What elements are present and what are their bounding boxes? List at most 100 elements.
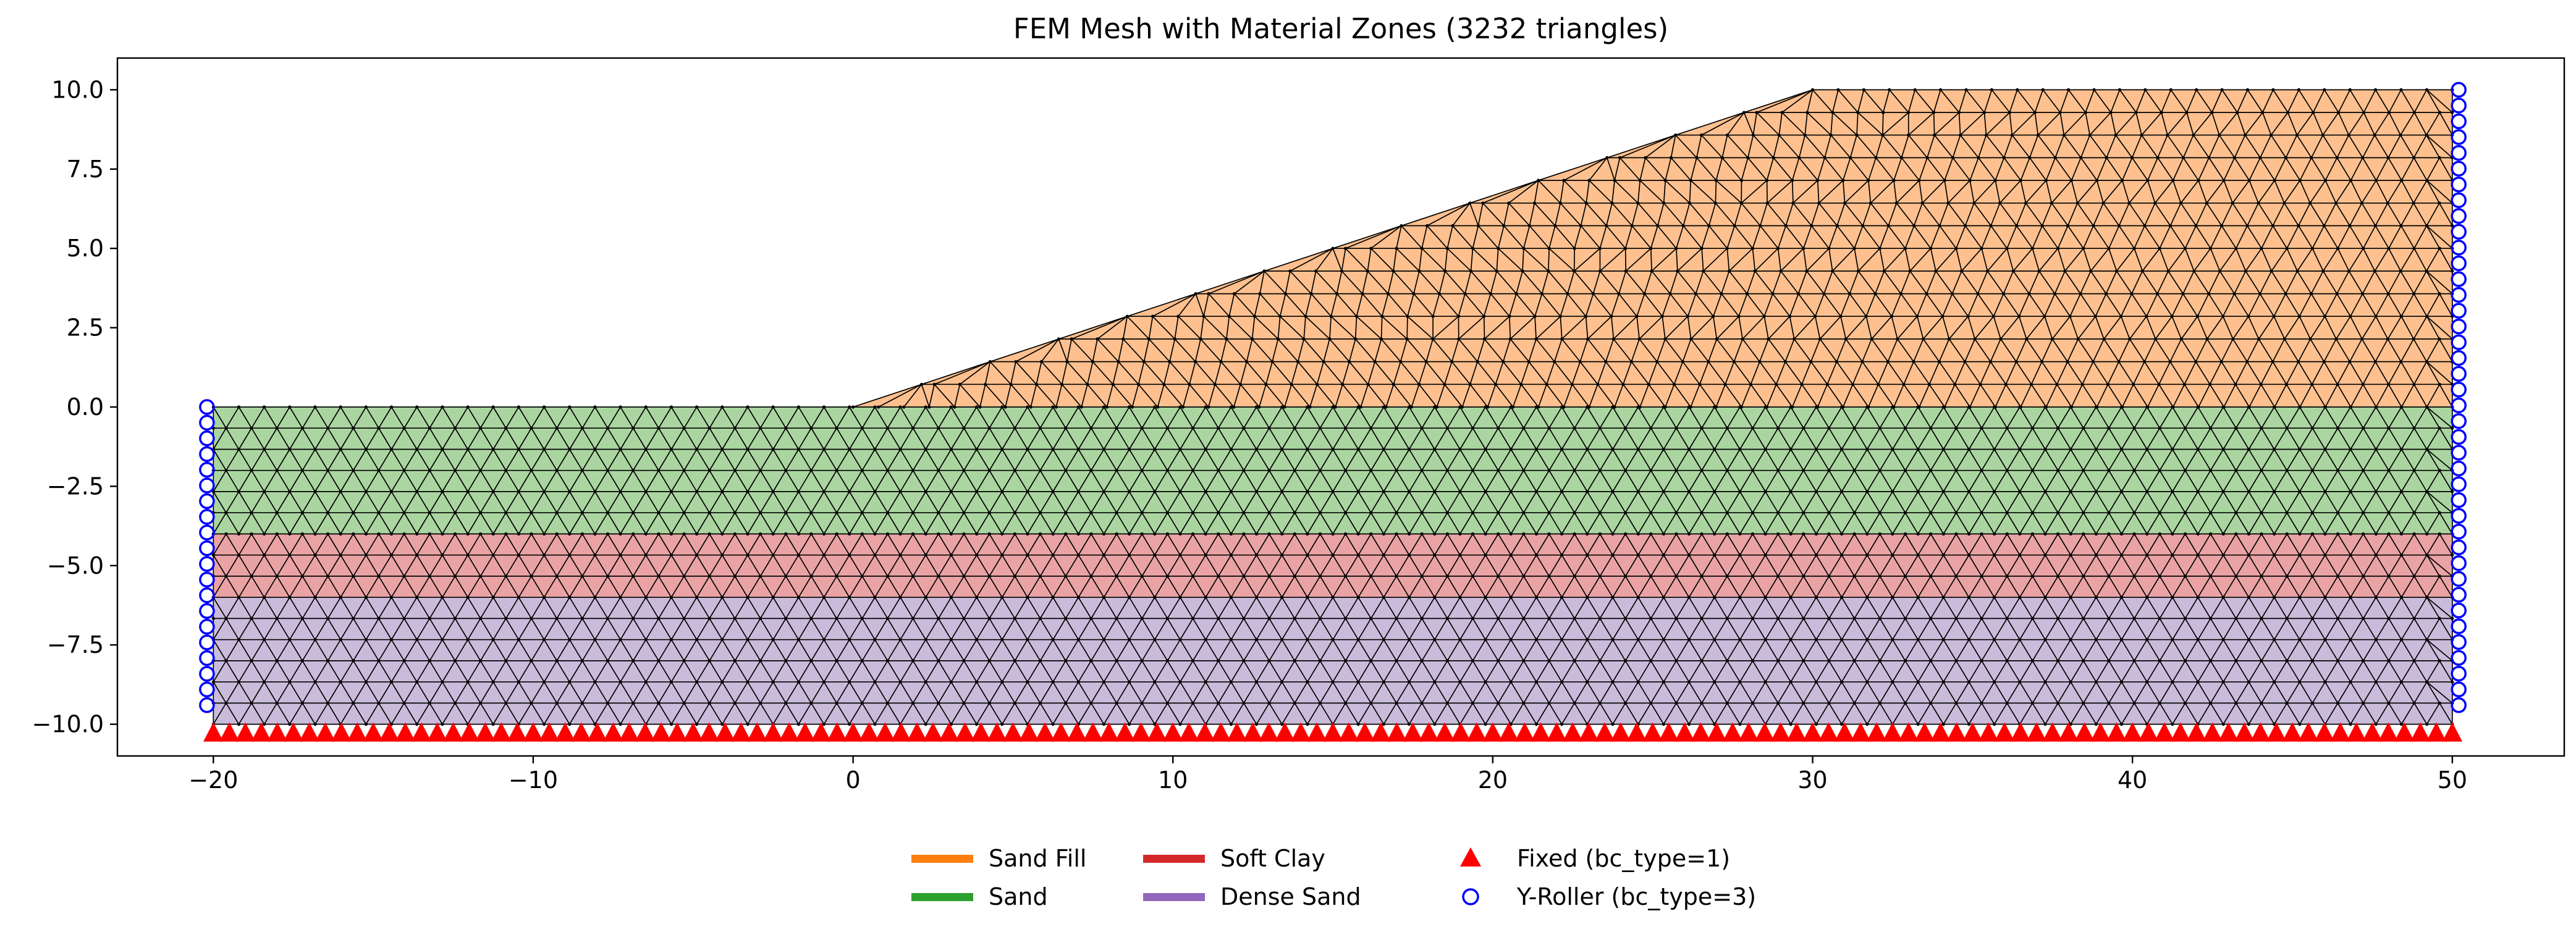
mesh-node (631, 574, 635, 578)
mesh-node (1308, 405, 1312, 409)
y-roller-marker (2451, 208, 2467, 224)
mesh-node (250, 469, 253, 472)
mesh-node (2145, 638, 2149, 642)
fixed-support-marker (1547, 722, 1567, 742)
fixed-support-marker (1147, 722, 1167, 742)
mesh-node (1990, 88, 1993, 91)
mesh-node (2114, 133, 2118, 137)
mesh-node (1989, 224, 1993, 228)
mesh-node (1560, 680, 1564, 684)
mesh-node (1674, 701, 1678, 705)
mesh-node (1598, 246, 1602, 250)
mesh-node (1156, 405, 1160, 409)
mesh-node (987, 616, 991, 621)
mesh-node (1445, 701, 1449, 705)
mesh-node (2219, 360, 2223, 364)
mesh-node (2209, 426, 2213, 430)
mesh-node (1057, 337, 1060, 341)
mesh-node (1732, 360, 1736, 364)
mesh-node (835, 511, 838, 514)
mesh-node (1356, 447, 1360, 451)
mesh-node (1165, 469, 1169, 472)
mesh-node (2425, 405, 2429, 409)
mesh-node (1929, 426, 1933, 430)
mesh-node (1862, 88, 1865, 91)
mesh-node (1674, 659, 1678, 663)
mesh-node (1573, 246, 1576, 250)
mesh-node (1064, 701, 1068, 705)
mesh-node (1916, 723, 1920, 726)
mesh-node (1254, 638, 1259, 642)
mesh-node (2107, 469, 2111, 472)
mesh-node (543, 638, 546, 642)
mesh-node (1458, 405, 1462, 409)
mesh-node (1547, 616, 1551, 621)
mesh-node (1587, 178, 1591, 182)
mesh-node (1471, 532, 1475, 536)
mesh-node (2143, 360, 2147, 364)
mesh-node (1802, 574, 1805, 578)
mesh-node (1476, 360, 1479, 364)
mesh-node (2119, 680, 2124, 684)
mesh-node (924, 680, 927, 684)
mesh-node (2145, 447, 2149, 451)
fixed-support-marker (1403, 722, 1423, 742)
mesh-node (885, 426, 890, 430)
mesh-node (1982, 111, 1987, 114)
mesh-node (1825, 382, 1829, 386)
mesh-node (364, 405, 368, 409)
mesh-node (1115, 616, 1118, 621)
mesh-node (2323, 314, 2327, 318)
mesh-node (1497, 469, 1500, 472)
mesh-nodes (211, 88, 2454, 726)
mesh-node (2082, 616, 2085, 621)
mesh-node (1867, 405, 1870, 409)
mesh-node (1051, 532, 1055, 536)
mesh-node (237, 405, 241, 409)
mesh-node (1649, 532, 1653, 536)
fixed-support-marker (1243, 722, 1263, 742)
mesh-node (987, 511, 991, 514)
mesh-node (326, 574, 330, 578)
mesh-node (962, 469, 966, 472)
mesh-node (288, 405, 292, 409)
mesh-node (415, 490, 419, 493)
mesh-node (250, 511, 253, 514)
mesh-node (1076, 595, 1080, 599)
mesh-node (491, 553, 495, 557)
mesh-node (1497, 574, 1500, 578)
mesh-node (2374, 532, 2378, 536)
legend-label: Soft Clay (1220, 845, 1325, 872)
mesh-node (2285, 469, 2289, 472)
mesh-node (2285, 701, 2289, 705)
mesh-node (835, 616, 838, 621)
mesh-node (568, 447, 572, 451)
mesh-node (1925, 156, 1929, 159)
mesh-node (1315, 382, 1319, 386)
mesh-node (1417, 269, 1421, 273)
mesh-node (2053, 292, 2057, 296)
mesh-node (2438, 292, 2441, 296)
mesh-node (2171, 490, 2174, 493)
mesh-node (1668, 292, 1672, 296)
mesh-node (1331, 490, 1335, 493)
fixed-support-marker (1835, 722, 1855, 742)
mesh-node (1522, 574, 1526, 578)
mesh-node (1115, 659, 1118, 663)
fixed-support-marker (1066, 722, 1087, 742)
y-tick-label: −7.5 (47, 631, 104, 658)
mesh-node (2132, 246, 2136, 250)
fixed-support-marker (939, 722, 960, 742)
mesh-node (2221, 532, 2225, 536)
mesh-node (1522, 426, 1526, 430)
mesh-node (1611, 447, 1615, 451)
mesh-node (1912, 224, 1916, 228)
mesh-node (848, 723, 851, 726)
mesh-node (1242, 616, 1246, 621)
mesh-node (1687, 532, 1691, 536)
mesh-node (2298, 638, 2302, 642)
mesh-node (2374, 490, 2378, 493)
mesh-node (313, 553, 317, 557)
mesh-node (1802, 426, 1805, 430)
mesh-node (1967, 447, 1971, 451)
